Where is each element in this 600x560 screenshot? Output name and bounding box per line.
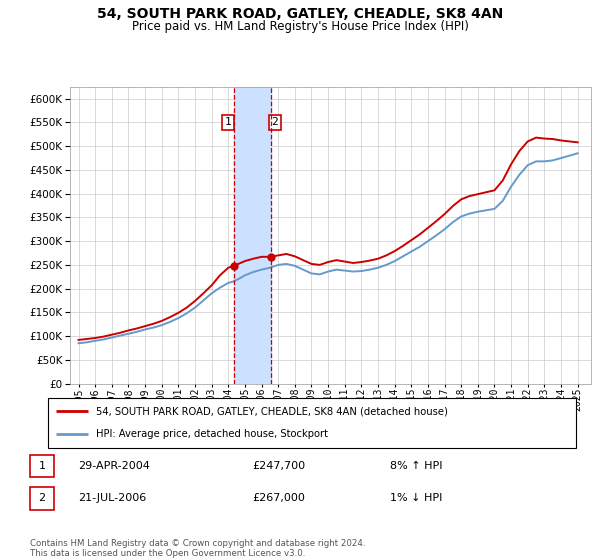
- Text: Contains HM Land Registry data © Crown copyright and database right 2024.
This d: Contains HM Land Registry data © Crown c…: [30, 539, 365, 558]
- Text: 2: 2: [271, 118, 278, 128]
- Text: 1: 1: [38, 461, 46, 471]
- Text: Price paid vs. HM Land Registry's House Price Index (HPI): Price paid vs. HM Land Registry's House …: [131, 20, 469, 32]
- Text: £247,700: £247,700: [252, 461, 305, 471]
- FancyBboxPatch shape: [48, 398, 576, 448]
- Text: 1% ↓ HPI: 1% ↓ HPI: [390, 493, 442, 503]
- Text: 21-JUL-2006: 21-JUL-2006: [78, 493, 146, 503]
- Text: 2: 2: [38, 493, 46, 503]
- Text: HPI: Average price, detached house, Stockport: HPI: Average price, detached house, Stoc…: [95, 430, 328, 440]
- Text: 29-APR-2004: 29-APR-2004: [78, 461, 150, 471]
- Text: 54, SOUTH PARK ROAD, GATLEY, CHEADLE, SK8 4AN (detached house): 54, SOUTH PARK ROAD, GATLEY, CHEADLE, SK…: [95, 406, 448, 416]
- Text: £267,000: £267,000: [252, 493, 305, 503]
- Text: 8% ↑ HPI: 8% ↑ HPI: [390, 461, 443, 471]
- Text: 54, SOUTH PARK ROAD, GATLEY, CHEADLE, SK8 4AN: 54, SOUTH PARK ROAD, GATLEY, CHEADLE, SK…: [97, 7, 503, 21]
- Bar: [233, 87, 271, 384]
- Text: 1: 1: [225, 118, 232, 128]
